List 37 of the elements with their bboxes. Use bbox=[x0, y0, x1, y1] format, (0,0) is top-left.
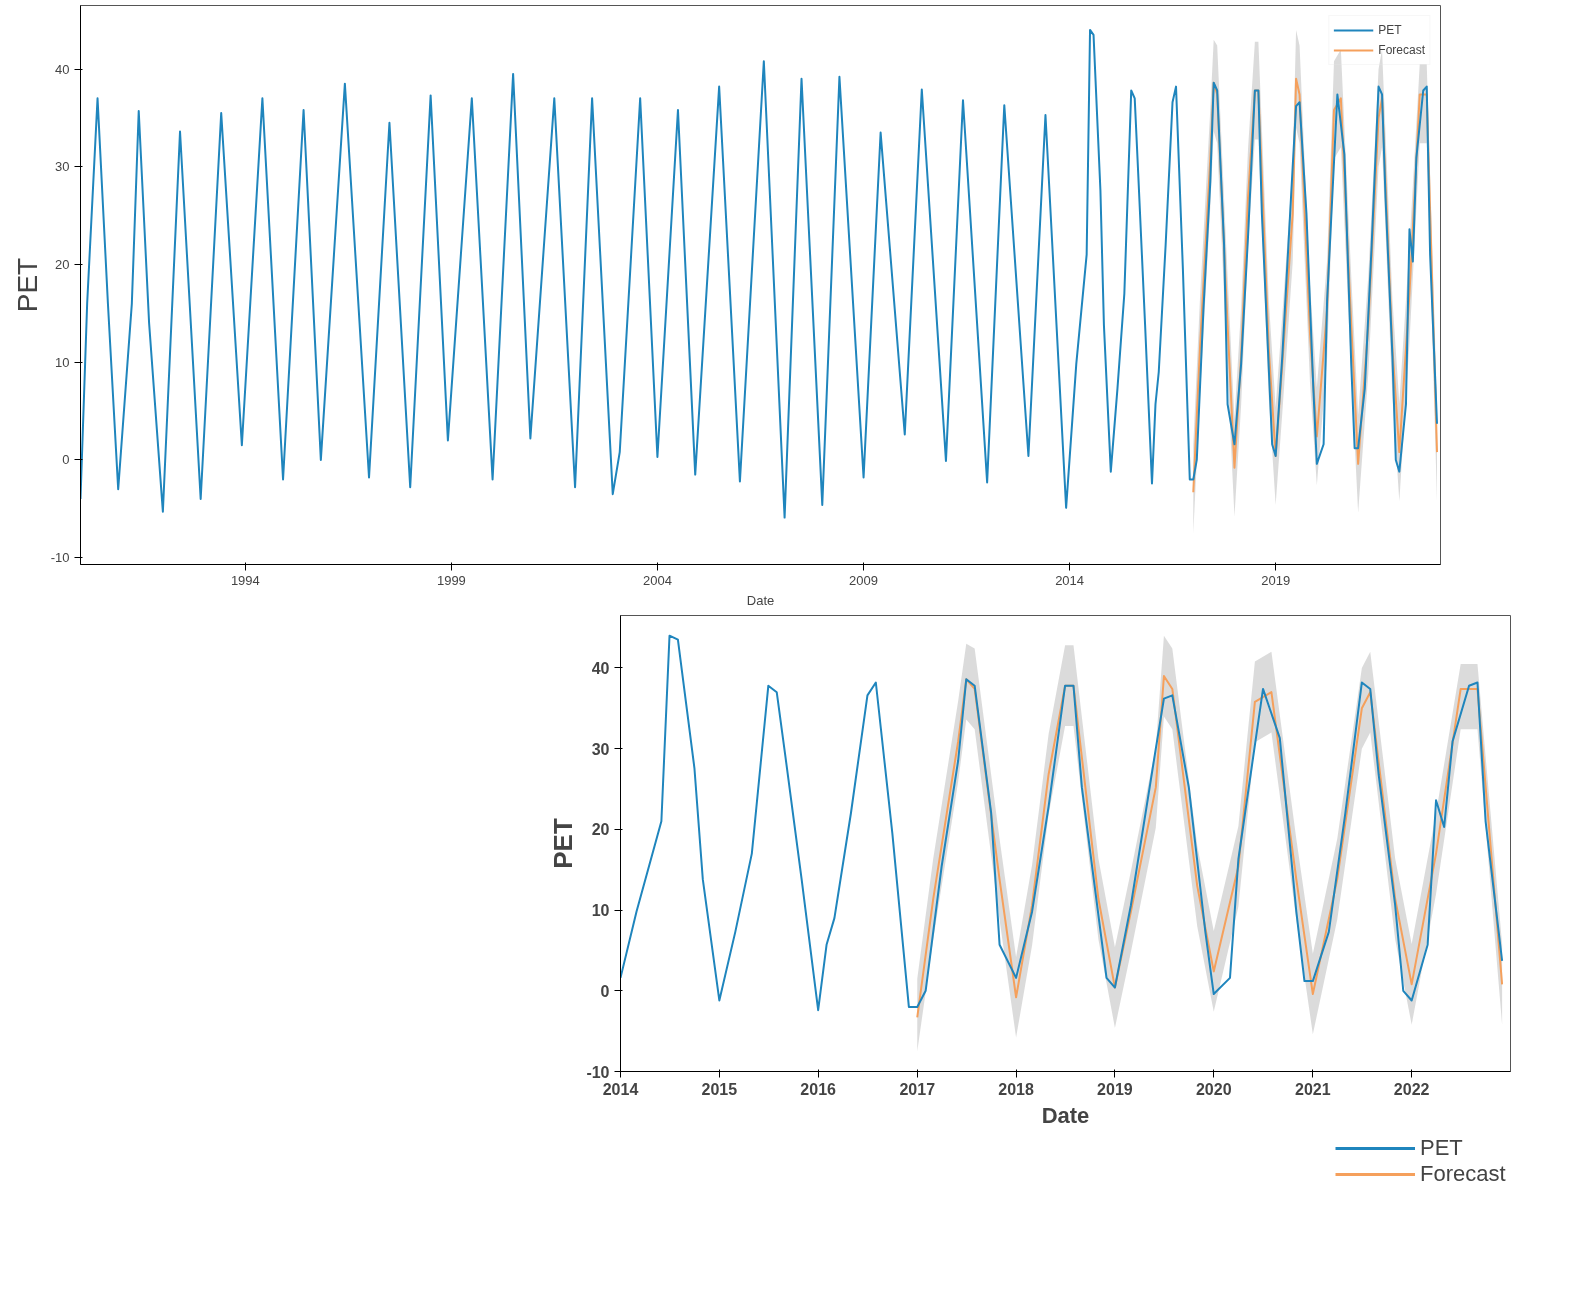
legend-label: PET bbox=[1378, 23, 1402, 37]
y-tick-label: 0 bbox=[62, 452, 70, 468]
x-axis-title: Date bbox=[1041, 1102, 1090, 1128]
x-tick-label: 2020 bbox=[1195, 1080, 1232, 1098]
y-axis-title: PET bbox=[11, 257, 43, 313]
y-tick-label: 10 bbox=[55, 354, 70, 370]
x-tick-label: 2014 bbox=[1055, 572, 1085, 588]
x-tick-label: 1999 bbox=[436, 572, 466, 588]
x-tick-label: 2009 bbox=[849, 572, 879, 588]
legend-label: Forecast bbox=[1378, 43, 1425, 57]
y-tick-label: 40 bbox=[591, 659, 610, 677]
x-axis-title: Date bbox=[746, 592, 775, 608]
legend-label: PET bbox=[1420, 1135, 1463, 1161]
x-tick-label: 2016 bbox=[800, 1080, 837, 1098]
y-tick-label: 0 bbox=[600, 982, 610, 1000]
x-tick-label: 1994 bbox=[230, 572, 260, 588]
x-tick-label: 2019 bbox=[1097, 1080, 1133, 1098]
y-tick-label: 20 bbox=[591, 821, 610, 839]
x-tick-label: 2017 bbox=[899, 1080, 936, 1098]
x-tick-label: 2018 bbox=[998, 1080, 1034, 1098]
x-tick-label: 2021 bbox=[1295, 1080, 1331, 1098]
x-tick-label: 2019 bbox=[1261, 572, 1291, 588]
y-tick-label: 40 bbox=[55, 61, 70, 77]
y-tick-label: 30 bbox=[55, 159, 70, 175]
line-series bbox=[916, 675, 1504, 1019]
y-tick-label: 20 bbox=[55, 256, 70, 272]
x-tick-label: 2014 bbox=[602, 1080, 639, 1098]
legend-label: Forecast bbox=[1420, 1161, 1506, 1187]
line-series bbox=[620, 634, 1504, 1012]
y-tick-label: 30 bbox=[591, 740, 610, 758]
x-tick-label: 2015 bbox=[701, 1080, 738, 1098]
y-axis-title: PET bbox=[548, 818, 579, 869]
y-tick-label: -10 bbox=[586, 1063, 610, 1081]
x-tick-label: 2022 bbox=[1393, 1080, 1430, 1098]
x-tick-label: 2004 bbox=[642, 572, 672, 588]
y-tick-label: 10 bbox=[591, 902, 610, 920]
y-tick-label: -10 bbox=[50, 550, 70, 566]
